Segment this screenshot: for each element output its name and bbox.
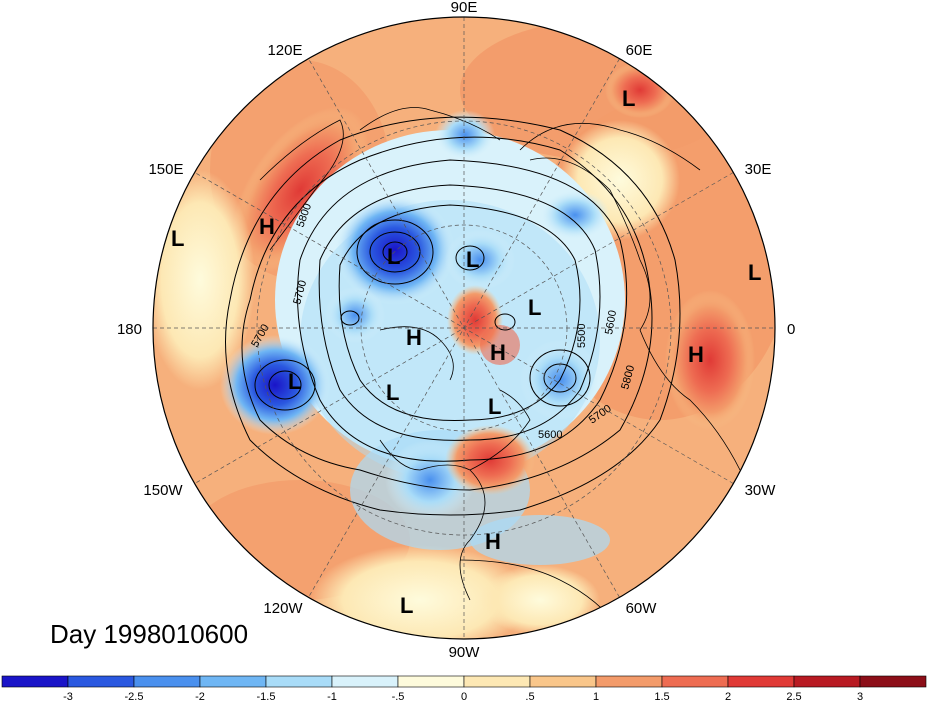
colorbar-box [595, 675, 663, 688]
colorbar-tick-label: -1 [327, 691, 337, 702]
longitude-label: 120W [263, 600, 303, 617]
pressure-marker-high: H [485, 529, 501, 554]
colorbar-box [661, 675, 729, 688]
pressure-marker-high: H [406, 325, 422, 350]
colorbar-box [727, 675, 795, 688]
pressure-marker-low: L [528, 295, 541, 320]
colorbar-box [397, 675, 465, 688]
colorbar-box [859, 675, 927, 688]
pressure-marker-low: L [748, 260, 761, 285]
map-title: Day 1998010600 [50, 619, 249, 649]
map-boundary [152, 16, 776, 640]
colorbar-tick-label: -2.5 [125, 691, 144, 702]
longitude-labels: 90E 60E 30E 0 30W 60W 90W 120W 150W 180 … [117, 0, 795, 661]
longitude-label: 60E [626, 42, 653, 59]
longitude-label: 60W [626, 600, 658, 617]
pressure-marker-low: L [488, 394, 501, 419]
colorbar-tick-label: -3 [63, 691, 73, 702]
colorbar-ticks: -3 -2.5 -2 -1.5 -1 -.5 0 .5 1 1.5 2 2.5 3 [63, 691, 863, 702]
longitude-label: 90W [449, 644, 481, 661]
pressure-marker-high: H [259, 214, 275, 239]
longitude-label: 30E [745, 161, 772, 178]
colorbar-box [67, 675, 135, 688]
colorbar-box [463, 675, 531, 688]
colorbar-tick-label: 0 [461, 691, 467, 702]
colorbar-box [529, 675, 597, 688]
colorbar-tick-label: -2 [195, 691, 205, 702]
pressure-marker-low: L [387, 244, 400, 269]
colorbar-box [199, 675, 267, 688]
pressure-marker-high: H [688, 342, 704, 367]
colorbar-tick-label: 2 [725, 691, 731, 702]
colorbar-tick-label: -1.5 [257, 691, 276, 702]
colorbar-tick-label: -.5 [392, 691, 405, 702]
pressure-marker-low: L [622, 86, 635, 111]
pressure-marker-low: L [288, 369, 301, 394]
longitude-label: 90E [451, 0, 478, 16]
longitude-label: 30W [745, 482, 777, 499]
colorbar-box [133, 675, 201, 688]
colorbar: -3 -2.5 -2 -1.5 -1 -.5 0 .5 1 1.5 2 2.5 3 [1, 675, 927, 702]
pressure-marker-low: L [400, 593, 413, 618]
colorbar-tick-label: 3 [857, 691, 863, 702]
colorbar-box [331, 675, 399, 688]
longitude-label: 120E [267, 42, 302, 59]
graticule [153, 17, 775, 639]
contour-label: 5500 [576, 324, 588, 348]
longitude-label: 180 [117, 321, 142, 338]
colorbar-box [265, 675, 333, 688]
contour-label: 5600 [603, 309, 619, 335]
longitude-label: 150W [143, 482, 183, 499]
colorbar-tick-label: 2.5 [786, 691, 801, 702]
pressure-system-markers: L H L L L L H L H L H L H L L [171, 86, 761, 618]
colorbar-box [793, 675, 861, 688]
pressure-marker-high: H [490, 340, 506, 365]
pressure-marker-low: L [171, 226, 184, 251]
pressure-marker-low: L [466, 247, 479, 272]
contour-label: 5600 [538, 429, 562, 441]
colorbar-tick-label: 1 [593, 691, 599, 702]
height-contours [225, 116, 681, 516]
colorbar-tick-label: 1.5 [654, 691, 669, 702]
colorbar-box [1, 675, 69, 688]
longitude-label: 0 [787, 321, 795, 338]
pressure-marker-low: L [386, 380, 399, 405]
colorbar-boxes [1, 675, 927, 688]
longitude-label: 150E [148, 161, 183, 178]
colorbar-tick-label: .5 [525, 691, 534, 702]
